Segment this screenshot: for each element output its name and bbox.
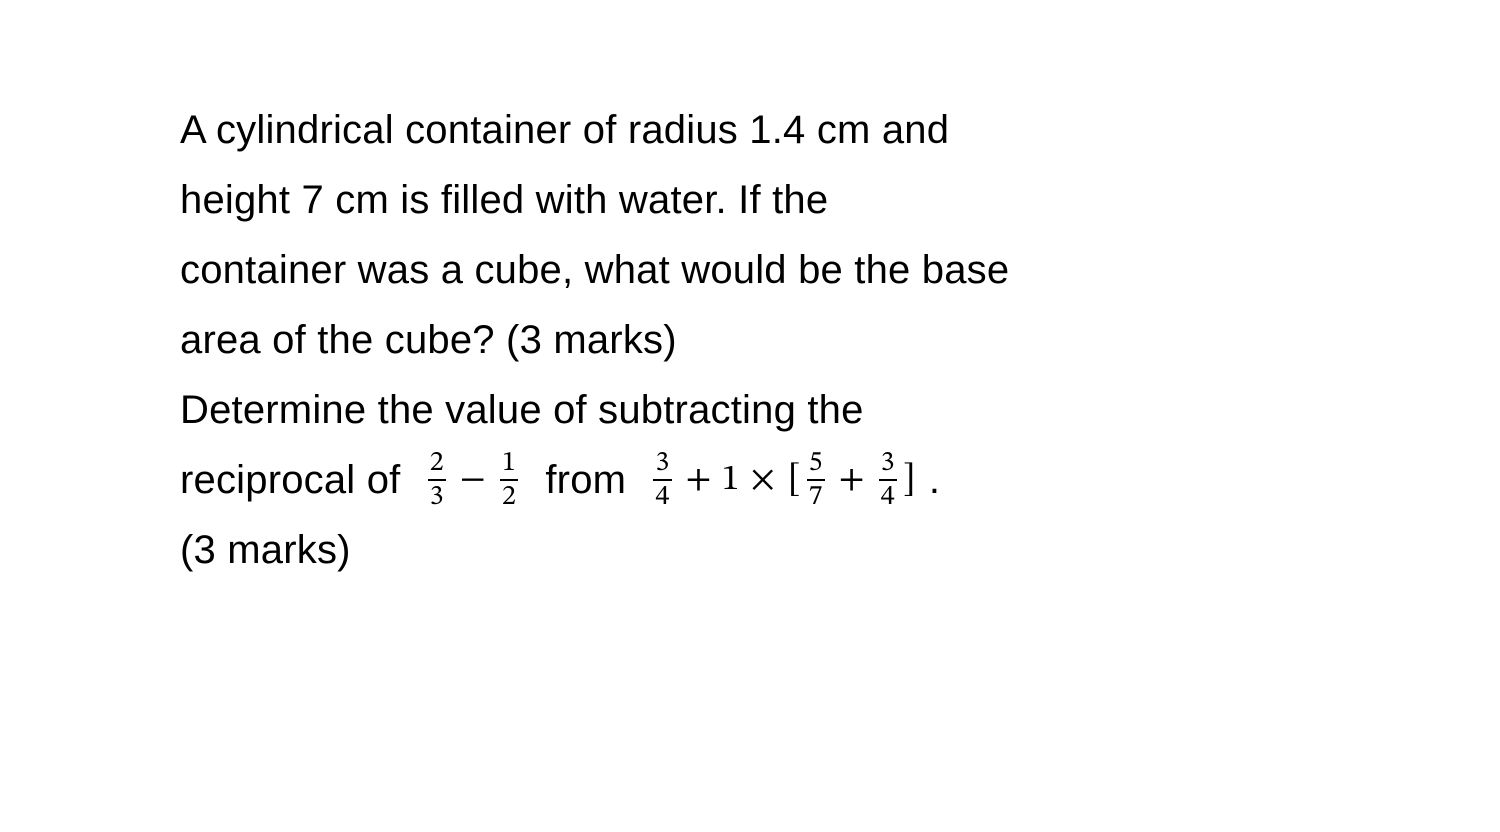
problem-1-line-3: container was a cube, what would be the …	[180, 235, 1360, 305]
plus-operator: +	[829, 449, 875, 512]
period: .	[918, 445, 941, 515]
fraction-numerator: 2	[428, 447, 446, 479]
fraction-denominator: 4	[879, 481, 897, 513]
page-content: A cylindrical container of radius 1.4 cm…	[180, 95, 1360, 585]
fraction-2-over-3: 2 3	[428, 447, 446, 513]
fraction-5-over-7: 5 7	[807, 447, 825, 513]
fraction-1-over-2: 1 2	[500, 447, 518, 513]
fraction-denominator: 4	[653, 481, 671, 513]
number-one: 1	[722, 449, 740, 512]
right-bracket: ]	[901, 449, 918, 512]
times-operator: ×	[740, 449, 786, 512]
problem-1-line-4: area of the cube? (3 marks)	[180, 305, 1360, 375]
fraction-denominator: 2	[500, 481, 518, 513]
problem-1-line-2: height 7 cm is filled with water. If the	[180, 165, 1360, 235]
reciprocal-of-text: reciprocal of	[180, 445, 412, 515]
fraction-denominator: 7	[807, 481, 825, 513]
minus-operator: −	[450, 449, 496, 512]
fraction-numerator: 3	[879, 447, 897, 479]
fraction-numerator: 3	[653, 447, 671, 479]
left-bracket: [	[786, 449, 803, 512]
from-text: from	[534, 445, 637, 515]
problem-2-expression-line: reciprocal of 2 3 − 1 2 from 3 4 + 1 × […	[180, 445, 1360, 515]
problem-2-intro: Determine the value of subtracting the	[180, 375, 1360, 445]
fraction-numerator: 5	[807, 447, 825, 479]
problem-1-line-1: A cylindrical container of radius 1.4 cm…	[180, 95, 1360, 165]
fraction-3-over-4-b: 3 4	[879, 447, 897, 513]
fraction-numerator: 1	[500, 447, 518, 479]
fraction-3-over-4: 3 4	[653, 447, 671, 513]
problem-2-marks: (3 marks)	[180, 515, 1360, 585]
plus-operator: +	[676, 449, 722, 512]
fraction-denominator: 3	[428, 481, 446, 513]
